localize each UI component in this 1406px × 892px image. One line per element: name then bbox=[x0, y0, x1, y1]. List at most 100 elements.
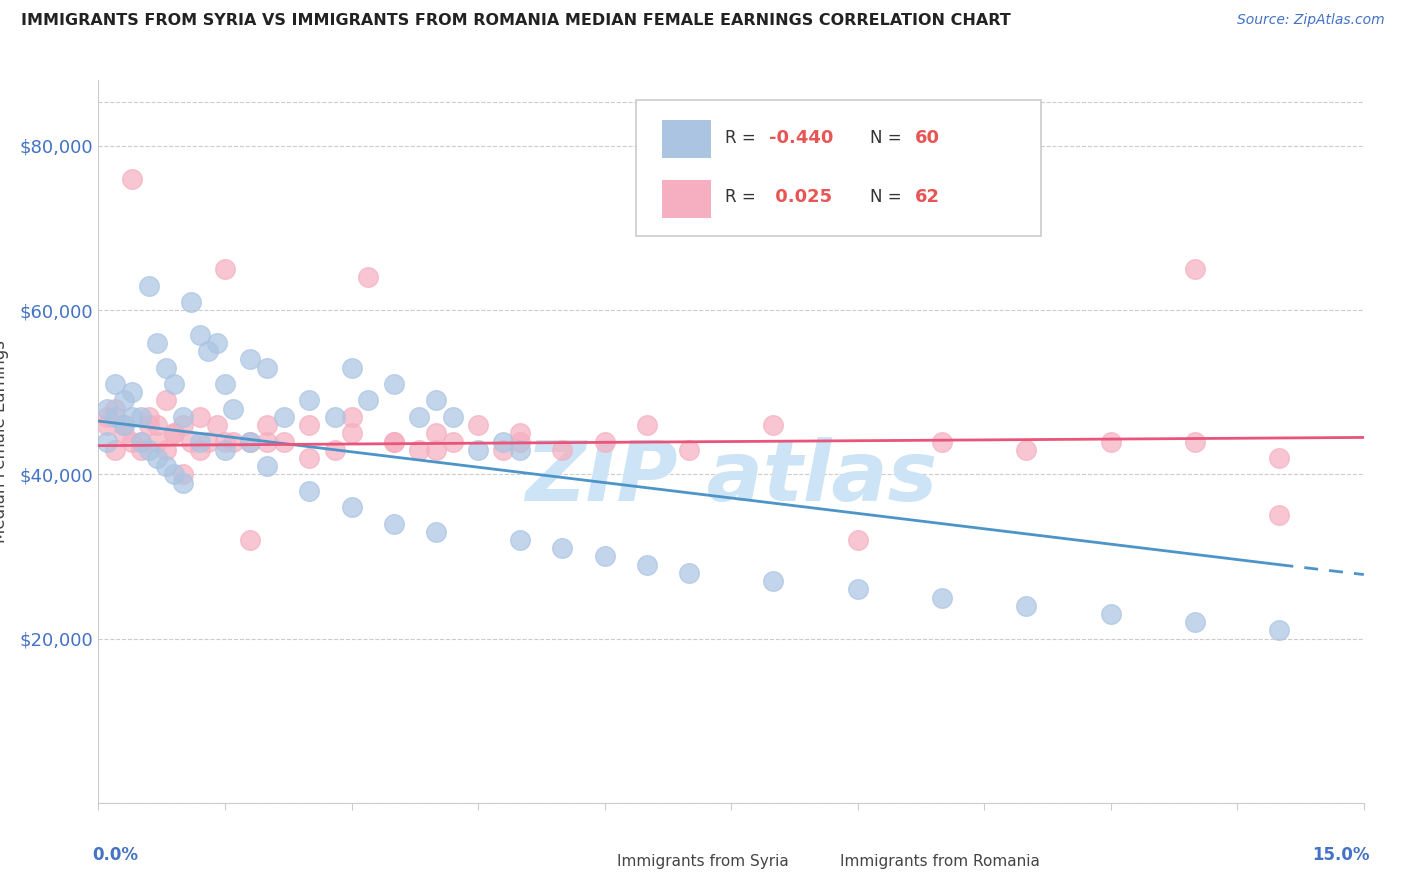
Point bbox=[1268, 624, 1291, 638]
Text: 15.0%: 15.0% bbox=[1313, 847, 1369, 864]
Y-axis label: Median Female Earnings: Median Female Earnings bbox=[0, 340, 8, 543]
Text: N =: N = bbox=[870, 188, 907, 206]
FancyBboxPatch shape bbox=[661, 180, 711, 218]
Point bbox=[678, 566, 700, 580]
Point bbox=[112, 418, 135, 433]
Text: ZIP atlas: ZIP atlas bbox=[524, 437, 938, 518]
Point bbox=[298, 418, 321, 433]
Text: N =: N = bbox=[870, 129, 907, 147]
Point bbox=[357, 393, 380, 408]
Point bbox=[112, 393, 135, 408]
Point bbox=[593, 549, 616, 564]
Point bbox=[205, 418, 228, 433]
Point bbox=[121, 434, 143, 449]
Point bbox=[762, 418, 785, 433]
Point bbox=[138, 442, 160, 457]
Text: Source: ZipAtlas.com: Source: ZipAtlas.com bbox=[1237, 13, 1385, 28]
Point bbox=[551, 541, 574, 556]
Point bbox=[222, 434, 245, 449]
Point bbox=[509, 533, 531, 547]
Point bbox=[112, 418, 135, 433]
Point bbox=[121, 171, 143, 186]
Point bbox=[129, 434, 152, 449]
Point bbox=[1015, 599, 1038, 613]
Text: Immigrants from Romania: Immigrants from Romania bbox=[839, 854, 1040, 869]
Point bbox=[172, 467, 194, 482]
Point bbox=[214, 434, 236, 449]
Point bbox=[636, 418, 658, 433]
Point bbox=[214, 377, 236, 392]
Point bbox=[492, 434, 515, 449]
Point bbox=[1268, 508, 1291, 523]
Text: -0.440: -0.440 bbox=[769, 129, 834, 147]
Point bbox=[163, 467, 186, 482]
Point bbox=[298, 450, 321, 465]
Point bbox=[172, 475, 194, 490]
Point bbox=[155, 360, 177, 375]
Point bbox=[104, 401, 127, 416]
Point bbox=[408, 442, 430, 457]
Point bbox=[1184, 434, 1206, 449]
Point bbox=[425, 426, 447, 441]
Point bbox=[112, 426, 135, 441]
Point bbox=[273, 434, 295, 449]
Point bbox=[931, 434, 953, 449]
Point bbox=[129, 409, 152, 424]
Point bbox=[492, 442, 515, 457]
Point bbox=[931, 591, 953, 605]
Point bbox=[593, 434, 616, 449]
Point bbox=[239, 434, 262, 449]
FancyBboxPatch shape bbox=[582, 850, 614, 874]
Point bbox=[163, 426, 186, 441]
Point bbox=[146, 434, 169, 449]
Point bbox=[441, 434, 464, 449]
Point bbox=[256, 434, 278, 449]
Point bbox=[846, 533, 869, 547]
Point bbox=[846, 582, 869, 597]
Point bbox=[425, 442, 447, 457]
Point bbox=[180, 295, 202, 310]
Point bbox=[104, 409, 127, 424]
Point bbox=[155, 442, 177, 457]
Point bbox=[188, 442, 211, 457]
Text: 60: 60 bbox=[914, 129, 939, 147]
Point bbox=[382, 434, 405, 449]
Point bbox=[129, 442, 152, 457]
Point bbox=[197, 434, 219, 449]
Point bbox=[323, 409, 346, 424]
Point bbox=[163, 377, 186, 392]
Point bbox=[104, 377, 127, 392]
Point bbox=[382, 377, 405, 392]
Point bbox=[121, 409, 143, 424]
Point bbox=[146, 418, 169, 433]
Point bbox=[678, 442, 700, 457]
Point bbox=[104, 442, 127, 457]
Point bbox=[146, 450, 169, 465]
Point bbox=[96, 434, 118, 449]
Text: 62: 62 bbox=[914, 188, 939, 206]
Point bbox=[425, 393, 447, 408]
Point bbox=[146, 336, 169, 351]
Point bbox=[340, 409, 363, 424]
Point bbox=[256, 418, 278, 433]
Point bbox=[163, 426, 186, 441]
Point bbox=[509, 434, 531, 449]
Point bbox=[340, 500, 363, 515]
Point bbox=[382, 434, 405, 449]
Point bbox=[1268, 450, 1291, 465]
Point bbox=[96, 418, 118, 433]
Point bbox=[425, 524, 447, 539]
Point bbox=[214, 442, 236, 457]
Point bbox=[180, 434, 202, 449]
FancyBboxPatch shape bbox=[804, 850, 838, 874]
Point bbox=[1015, 442, 1038, 457]
Point bbox=[340, 426, 363, 441]
Point bbox=[138, 278, 160, 293]
Point bbox=[509, 442, 531, 457]
Point bbox=[551, 442, 574, 457]
Point bbox=[298, 483, 321, 498]
Point bbox=[197, 344, 219, 359]
Point bbox=[172, 409, 194, 424]
Point bbox=[1184, 615, 1206, 630]
Point bbox=[205, 336, 228, 351]
